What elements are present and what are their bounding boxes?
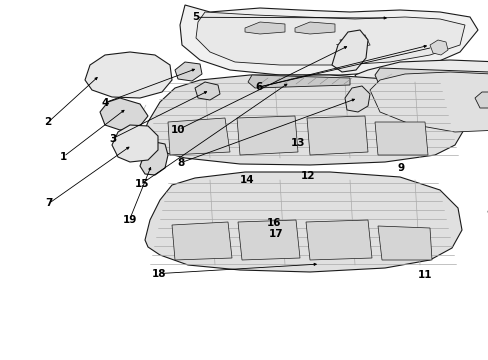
Polygon shape (100, 98, 148, 130)
Polygon shape (145, 172, 461, 272)
Text: 1: 1 (60, 152, 67, 162)
Text: 13: 13 (290, 138, 305, 148)
Text: 5: 5 (192, 12, 199, 22)
Polygon shape (345, 86, 369, 112)
Text: 7: 7 (45, 198, 53, 208)
Polygon shape (487, 194, 488, 220)
Polygon shape (369, 72, 488, 132)
Polygon shape (374, 68, 488, 88)
Text: 8: 8 (177, 158, 184, 168)
Text: 18: 18 (151, 269, 166, 279)
Text: 14: 14 (239, 175, 254, 185)
Polygon shape (180, 5, 477, 75)
Polygon shape (377, 226, 431, 260)
Text: 12: 12 (300, 171, 315, 181)
Text: 4: 4 (101, 98, 109, 108)
Polygon shape (354, 60, 488, 128)
Text: 3: 3 (109, 134, 116, 144)
Polygon shape (374, 122, 427, 155)
Polygon shape (237, 116, 297, 155)
Polygon shape (195, 82, 220, 100)
Polygon shape (140, 75, 464, 165)
Polygon shape (247, 75, 349, 88)
Polygon shape (196, 12, 464, 65)
Polygon shape (474, 92, 488, 108)
Text: 19: 19 (122, 215, 137, 225)
Polygon shape (85, 52, 172, 98)
Text: 6: 6 (255, 82, 262, 92)
Polygon shape (294, 22, 334, 34)
Text: 16: 16 (266, 218, 281, 228)
Polygon shape (175, 62, 202, 81)
Text: 9: 9 (397, 163, 404, 174)
Polygon shape (429, 40, 447, 55)
Polygon shape (168, 118, 229, 155)
Polygon shape (306, 116, 367, 155)
Text: 2: 2 (44, 117, 51, 127)
Polygon shape (140, 142, 168, 175)
Polygon shape (244, 22, 285, 34)
Polygon shape (331, 30, 367, 72)
Text: 10: 10 (171, 125, 185, 135)
Polygon shape (172, 222, 231, 260)
Polygon shape (305, 220, 371, 260)
Polygon shape (112, 125, 158, 162)
Polygon shape (238, 220, 299, 260)
Text: 15: 15 (134, 179, 149, 189)
Text: 11: 11 (417, 270, 432, 280)
Text: 17: 17 (268, 229, 283, 239)
